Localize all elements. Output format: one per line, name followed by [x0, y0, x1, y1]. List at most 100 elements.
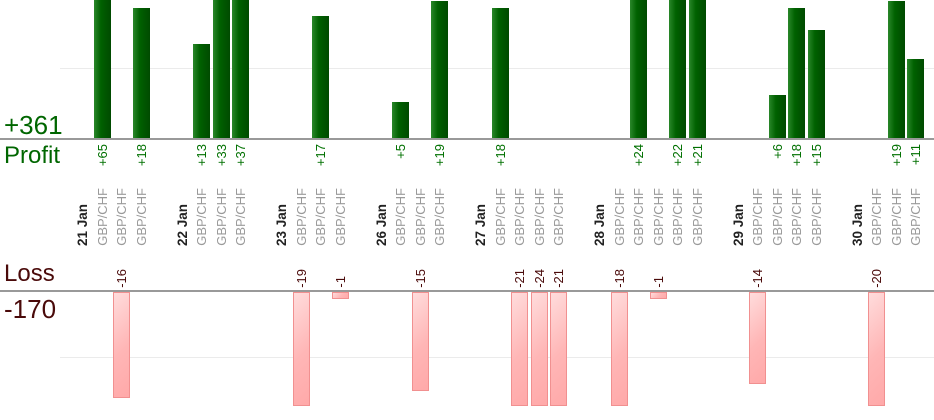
- instrument-label: GBP/CHF: [750, 188, 765, 246]
- profit-value-label: +33: [213, 144, 229, 167]
- trade-column: GBP/CHF +19: [431, 0, 448, 420]
- loss-axis-title: Loss: [4, 260, 55, 287]
- profit-value-label: +17: [313, 144, 328, 167]
- trade-group: 30 Jan GBP/CHF -20 GBP/CHF +19 GBP/CHF +11: [849, 0, 924, 420]
- instrument-label: GBP/CHF: [412, 188, 428, 246]
- trade-column: GBP/CHF -21: [511, 0, 528, 420]
- loss-value-label: -21: [512, 269, 527, 288]
- trade-column: GBP/CHF +22: [669, 0, 686, 420]
- instrument-label: GBP/CHF: [808, 188, 824, 246]
- trade-column: GBP/CHF +19: [887, 0, 905, 420]
- date-label: 23 Jan: [274, 203, 289, 246]
- trade-column: GBP/CHF +13: [193, 0, 210, 420]
- loss-value-label: -16: [114, 269, 129, 288]
- instrument-label: GBP/CHF: [670, 188, 685, 246]
- profit-bar: [312, 15, 329, 138]
- trade-column: GBP/CHF +11: [907, 0, 924, 420]
- trade-column: GBP/CHF -15: [411, 0, 429, 420]
- instrument-label: GBP/CHF: [194, 188, 209, 246]
- profit-bar: [232, 0, 249, 138]
- date-column: 26 Jan: [373, 0, 390, 420]
- date-label: 22 Jan: [174, 203, 190, 246]
- trade-column: GBP/CHF +17: [312, 0, 329, 420]
- loss-bar: [550, 292, 567, 406]
- loss-bar: [331, 292, 349, 299]
- profit-value-label: +18: [492, 144, 508, 167]
- trade-column: GBP/CHF -19: [292, 0, 310, 420]
- instrument-label: GBP/CHF: [293, 188, 309, 246]
- trade-column: GBP/CHF +37: [232, 0, 249, 420]
- trade-column: GBP/CHF +33: [212, 0, 230, 420]
- trade-column: GBP/CHF +6: [768, 0, 786, 420]
- profit-value-label: +65: [94, 144, 110, 167]
- instrument-label: GBP/CHF: [492, 188, 508, 246]
- trade-column: GBP/CHF +65: [93, 0, 111, 420]
- profit-value-label: +13: [194, 144, 209, 167]
- date-column: 30 Jan: [849, 0, 866, 420]
- instrument-label: GBP/CHF: [789, 188, 804, 246]
- profit-value-label: +18: [789, 144, 804, 167]
- instrument-label: GBP/CHF: [213, 188, 229, 246]
- instrument-label: GBP/CHF: [769, 188, 785, 246]
- instrument-label: GBP/CHF: [888, 188, 904, 246]
- profit-axis-title: Profit: [4, 142, 61, 169]
- loss-gridline: [60, 357, 934, 358]
- trade-column: GBP/CHF +18: [788, 0, 805, 420]
- profit-value-label: +24: [631, 144, 646, 167]
- instrument-label: GBP/CHF: [233, 188, 248, 246]
- profit-bar: [132, 8, 150, 138]
- instrument-label: GBP/CHF: [133, 188, 149, 246]
- date-column: 27 Jan: [472, 0, 489, 420]
- loss-bar: [610, 292, 628, 406]
- loss-value-label: -1: [650, 276, 666, 288]
- trade-group: 23 Jan GBP/CHF -19 GBP/CHF +17 GBP/CHF -1: [273, 0, 349, 420]
- profit-value-label: +22: [670, 144, 685, 167]
- loss-bar: [649, 292, 667, 299]
- instrument-label: GBP/CHF: [551, 188, 566, 246]
- trade-group: 27 Jan GBP/CHF +18 GBP/CHF -21 GBP/CHF -24 GBP/…: [472, 0, 567, 420]
- trade-group: 22 Jan GBP/CHF +13 GBP/CHF +33 GBP/CHF +37: [174, 0, 249, 420]
- loss-bar: [411, 292, 429, 391]
- loss-value-label: -19: [293, 269, 309, 288]
- trade-group: 29 Jan GBP/CHF -14 GBP/CHF +6 GBP/CHF +18 GBP/C…: [730, 0, 825, 420]
- profit-value-label: +19: [432, 144, 447, 167]
- profit-value-label: +15: [808, 144, 824, 167]
- profit-bar: [907, 58, 924, 138]
- trade-column: GBP/CHF +15: [807, 0, 825, 420]
- trade-group: 21 Jan GBP/CHF +65 GBP/CHF -16 GBP/CHF +18: [74, 0, 150, 420]
- profit-bar: [807, 30, 825, 138]
- loss-value-label: -15: [412, 269, 428, 288]
- loss-bar: [113, 292, 130, 398]
- profit-value-label: +19: [888, 144, 904, 167]
- date-label: 27 Jan: [473, 203, 488, 246]
- loss-value-label: -1: [332, 276, 348, 288]
- profit-bar: [212, 0, 230, 138]
- profit-value-label: +5: [393, 144, 408, 159]
- date-column: 23 Jan: [273, 0, 290, 420]
- instrument-label: GBP/CHF: [432, 188, 447, 246]
- instrument-label: GBP/CHF: [689, 188, 705, 246]
- instrument-label: GBP/CHF: [313, 188, 328, 246]
- profit-bar: [431, 1, 448, 138]
- trade-column: GBP/CHF -1: [649, 0, 667, 420]
- profit-bar: [193, 44, 210, 138]
- profit-bar: [669, 0, 686, 138]
- profit-bar: [788, 8, 805, 138]
- trade-column: GBP/CHF -20: [868, 0, 885, 420]
- date-label: 30 Jan: [849, 203, 865, 246]
- loss-total: -170: [4, 294, 57, 324]
- instrument-label: GBP/CHF: [631, 188, 646, 246]
- instrument-label: GBP/CHF: [650, 188, 666, 246]
- instrument-label: GBP/CHF: [114, 188, 129, 246]
- instrument-label: GBP/CHF: [512, 188, 527, 246]
- trade-column: GBP/CHF +24: [630, 0, 647, 420]
- profit-bar: [630, 0, 647, 138]
- profit-bar: [768, 94, 786, 138]
- date-label: 29 Jan: [730, 203, 746, 246]
- loss-bar: [530, 292, 548, 406]
- loss-axis-line: [0, 290, 934, 292]
- trade-column: GBP/CHF -16: [113, 0, 130, 420]
- loss-value-label: -24: [531, 269, 547, 288]
- trade-column: GBP/CHF -21: [550, 0, 567, 420]
- loss-bar: [868, 292, 885, 406]
